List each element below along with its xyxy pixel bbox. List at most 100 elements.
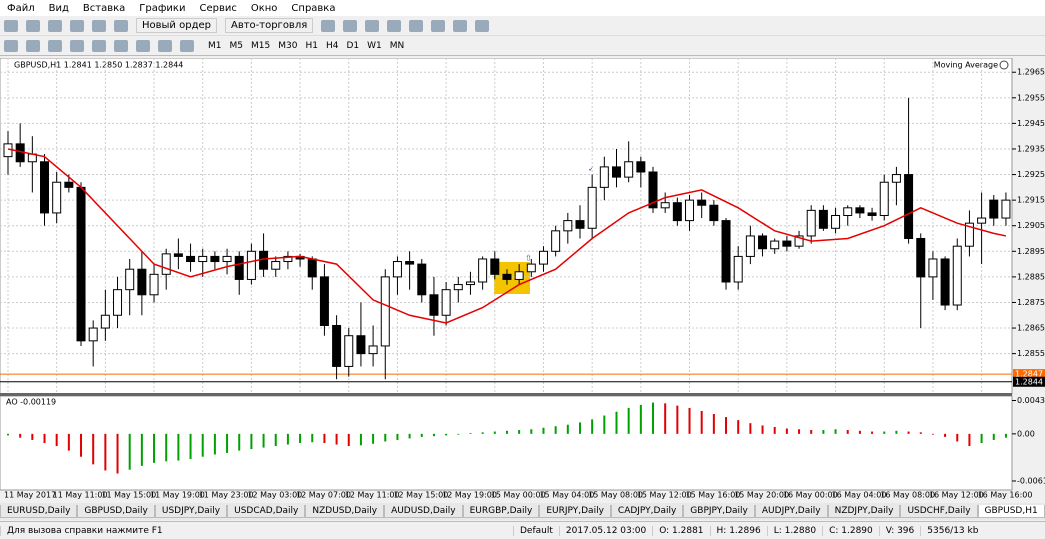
chart-tab[interactable]: NZDUSD,Daily bbox=[305, 505, 385, 518]
x-tick-label: 12 May 15:00 bbox=[393, 491, 448, 500]
timeframe-button[interactable]: M15 bbox=[251, 40, 271, 51]
icon[interactable] bbox=[180, 39, 194, 52]
icon[interactable] bbox=[70, 39, 84, 52]
candle-body bbox=[575, 220, 585, 229]
ao-bar bbox=[250, 433, 253, 450]
tab-bar: EURUSD,Daily GBPUSD,Daily USDJPY,Daily USDC… bbox=[0, 503, 1045, 520]
icon[interactable] bbox=[409, 19, 424, 32]
timeframe-button[interactable]: M5 bbox=[229, 40, 244, 51]
icon[interactable] bbox=[343, 19, 358, 32]
candle-body bbox=[672, 202, 682, 222]
chart-tab[interactable]: USDCAD,Daily bbox=[227, 505, 306, 518]
ao-bar bbox=[542, 427, 545, 434]
candle-body bbox=[648, 171, 658, 209]
close-icon[interactable] bbox=[999, 60, 1009, 70]
auto-trading-button[interactable]: Авто-торговля bbox=[224, 18, 314, 33]
timeframe-button[interactable]: M1 bbox=[208, 40, 222, 51]
y-tick-label: 0.00437 bbox=[1017, 396, 1045, 405]
icon[interactable] bbox=[114, 39, 128, 52]
icon[interactable] bbox=[70, 19, 84, 32]
candle-body bbox=[465, 281, 475, 286]
chart-title: GBPUSD,H1 1.2841 1.2850 1.2837 1.2844 bbox=[14, 61, 183, 70]
icon[interactable] bbox=[365, 19, 380, 32]
chart-tab[interactable]: CADJPY,Daily bbox=[610, 505, 684, 518]
ao-bar bbox=[773, 426, 776, 434]
candle-body bbox=[173, 253, 183, 257]
ao-bar bbox=[104, 433, 107, 471]
candle-body bbox=[721, 220, 731, 283]
ao-bar bbox=[457, 433, 460, 435]
chart-tab[interactable]: EURGBP,Daily bbox=[462, 505, 540, 518]
chart-tab[interactable]: GBPJPY,Daily bbox=[683, 505, 755, 518]
x-tick-label: 15 May 08:00 bbox=[588, 491, 643, 500]
ao-bar bbox=[7, 433, 9, 436]
chart-tab[interactable]: NZDJPY,Daily bbox=[827, 505, 901, 518]
x-tick-label: 12 May 19:00 bbox=[442, 491, 497, 500]
chart-tab[interactable]: USDJPY,Daily bbox=[154, 505, 228, 518]
candle-body bbox=[356, 335, 366, 355]
timeframe-button[interactable]: H4 bbox=[325, 40, 339, 51]
icon[interactable] bbox=[48, 19, 62, 32]
chart-tab[interactable]: USDCHF,Daily bbox=[900, 505, 978, 518]
ao-bar bbox=[116, 433, 119, 474]
candle-body bbox=[271, 261, 281, 270]
candle-body bbox=[149, 273, 159, 296]
ao-bar bbox=[968, 433, 971, 447]
menu-item[interactable]: Графики bbox=[139, 2, 186, 14]
icon[interactable] bbox=[475, 19, 490, 32]
new-order-button[interactable]: Новый ордер bbox=[136, 18, 217, 33]
status-field: O: 1.2881 bbox=[652, 525, 709, 536]
icon[interactable] bbox=[92, 19, 106, 32]
timeframe-button[interactable]: MN bbox=[389, 40, 405, 51]
chart-tab[interactable]: EURJPY,Daily bbox=[539, 505, 611, 518]
timeframe-button[interactable]: M30 bbox=[278, 40, 298, 51]
menu-item[interactable]: Файл bbox=[7, 2, 35, 14]
icon[interactable] bbox=[321, 19, 336, 32]
x-tick-label: 16 May 16:00 bbox=[978, 491, 1033, 500]
icon[interactable] bbox=[26, 19, 40, 32]
candle-body bbox=[392, 261, 402, 278]
menu-item[interactable]: Справка bbox=[291, 2, 336, 14]
menu-item[interactable]: Вставка bbox=[82, 2, 126, 14]
ao-bar bbox=[688, 407, 691, 434]
icon[interactable] bbox=[387, 19, 402, 32]
ao-bar bbox=[907, 431, 910, 434]
chart-tab[interactable]: GBPUSD,H1 bbox=[977, 505, 1045, 518]
ao-bar bbox=[359, 433, 362, 446]
ao-label: AO -0.00119 bbox=[6, 398, 56, 407]
timeframe-button[interactable]: H1 bbox=[305, 40, 318, 51]
candle-body bbox=[344, 335, 354, 367]
ao-bar bbox=[652, 402, 655, 434]
y-tick-label: 1.2875 bbox=[1017, 298, 1045, 307]
candle-body bbox=[234, 255, 244, 280]
icon[interactable] bbox=[26, 39, 40, 52]
timeframe-button[interactable]: W1 bbox=[367, 40, 382, 51]
icon[interactable] bbox=[158, 39, 172, 52]
icon[interactable] bbox=[136, 39, 150, 52]
icon[interactable] bbox=[431, 19, 446, 32]
icon[interactable] bbox=[92, 39, 106, 52]
candle-body bbox=[612, 166, 621, 178]
chart-tab[interactable]: AUDUSD,Daily bbox=[384, 505, 463, 518]
menu-item[interactable]: Вид bbox=[48, 2, 69, 14]
icon[interactable] bbox=[453, 19, 468, 32]
timeframe-button[interactable]: D1 bbox=[346, 40, 360, 51]
icon[interactable] bbox=[114, 19, 128, 32]
icon[interactable] bbox=[4, 39, 18, 52]
ao-bar bbox=[19, 433, 22, 438]
candle-body bbox=[758, 235, 768, 250]
candle-body bbox=[733, 255, 743, 283]
chart-tab[interactable]: GBPUSD,Daily bbox=[77, 505, 155, 518]
y-tick-label: 1.2945 bbox=[1017, 119, 1045, 128]
icon[interactable] bbox=[4, 19, 18, 32]
ao-bar bbox=[785, 428, 788, 434]
chart-tab[interactable]: EURUSD,Daily bbox=[0, 505, 78, 518]
candle-body bbox=[113, 289, 123, 316]
menu-item[interactable]: Окно bbox=[250, 2, 278, 14]
candle-body bbox=[186, 255, 196, 263]
indicator-label: Moving Average bbox=[934, 61, 998, 70]
chart-tab[interactable]: AUDJPY,Daily bbox=[754, 505, 828, 518]
icon[interactable] bbox=[48, 39, 62, 52]
x-tick-label: 12 May 03:00 bbox=[247, 491, 302, 500]
menu-item[interactable]: Сервис bbox=[199, 2, 237, 14]
